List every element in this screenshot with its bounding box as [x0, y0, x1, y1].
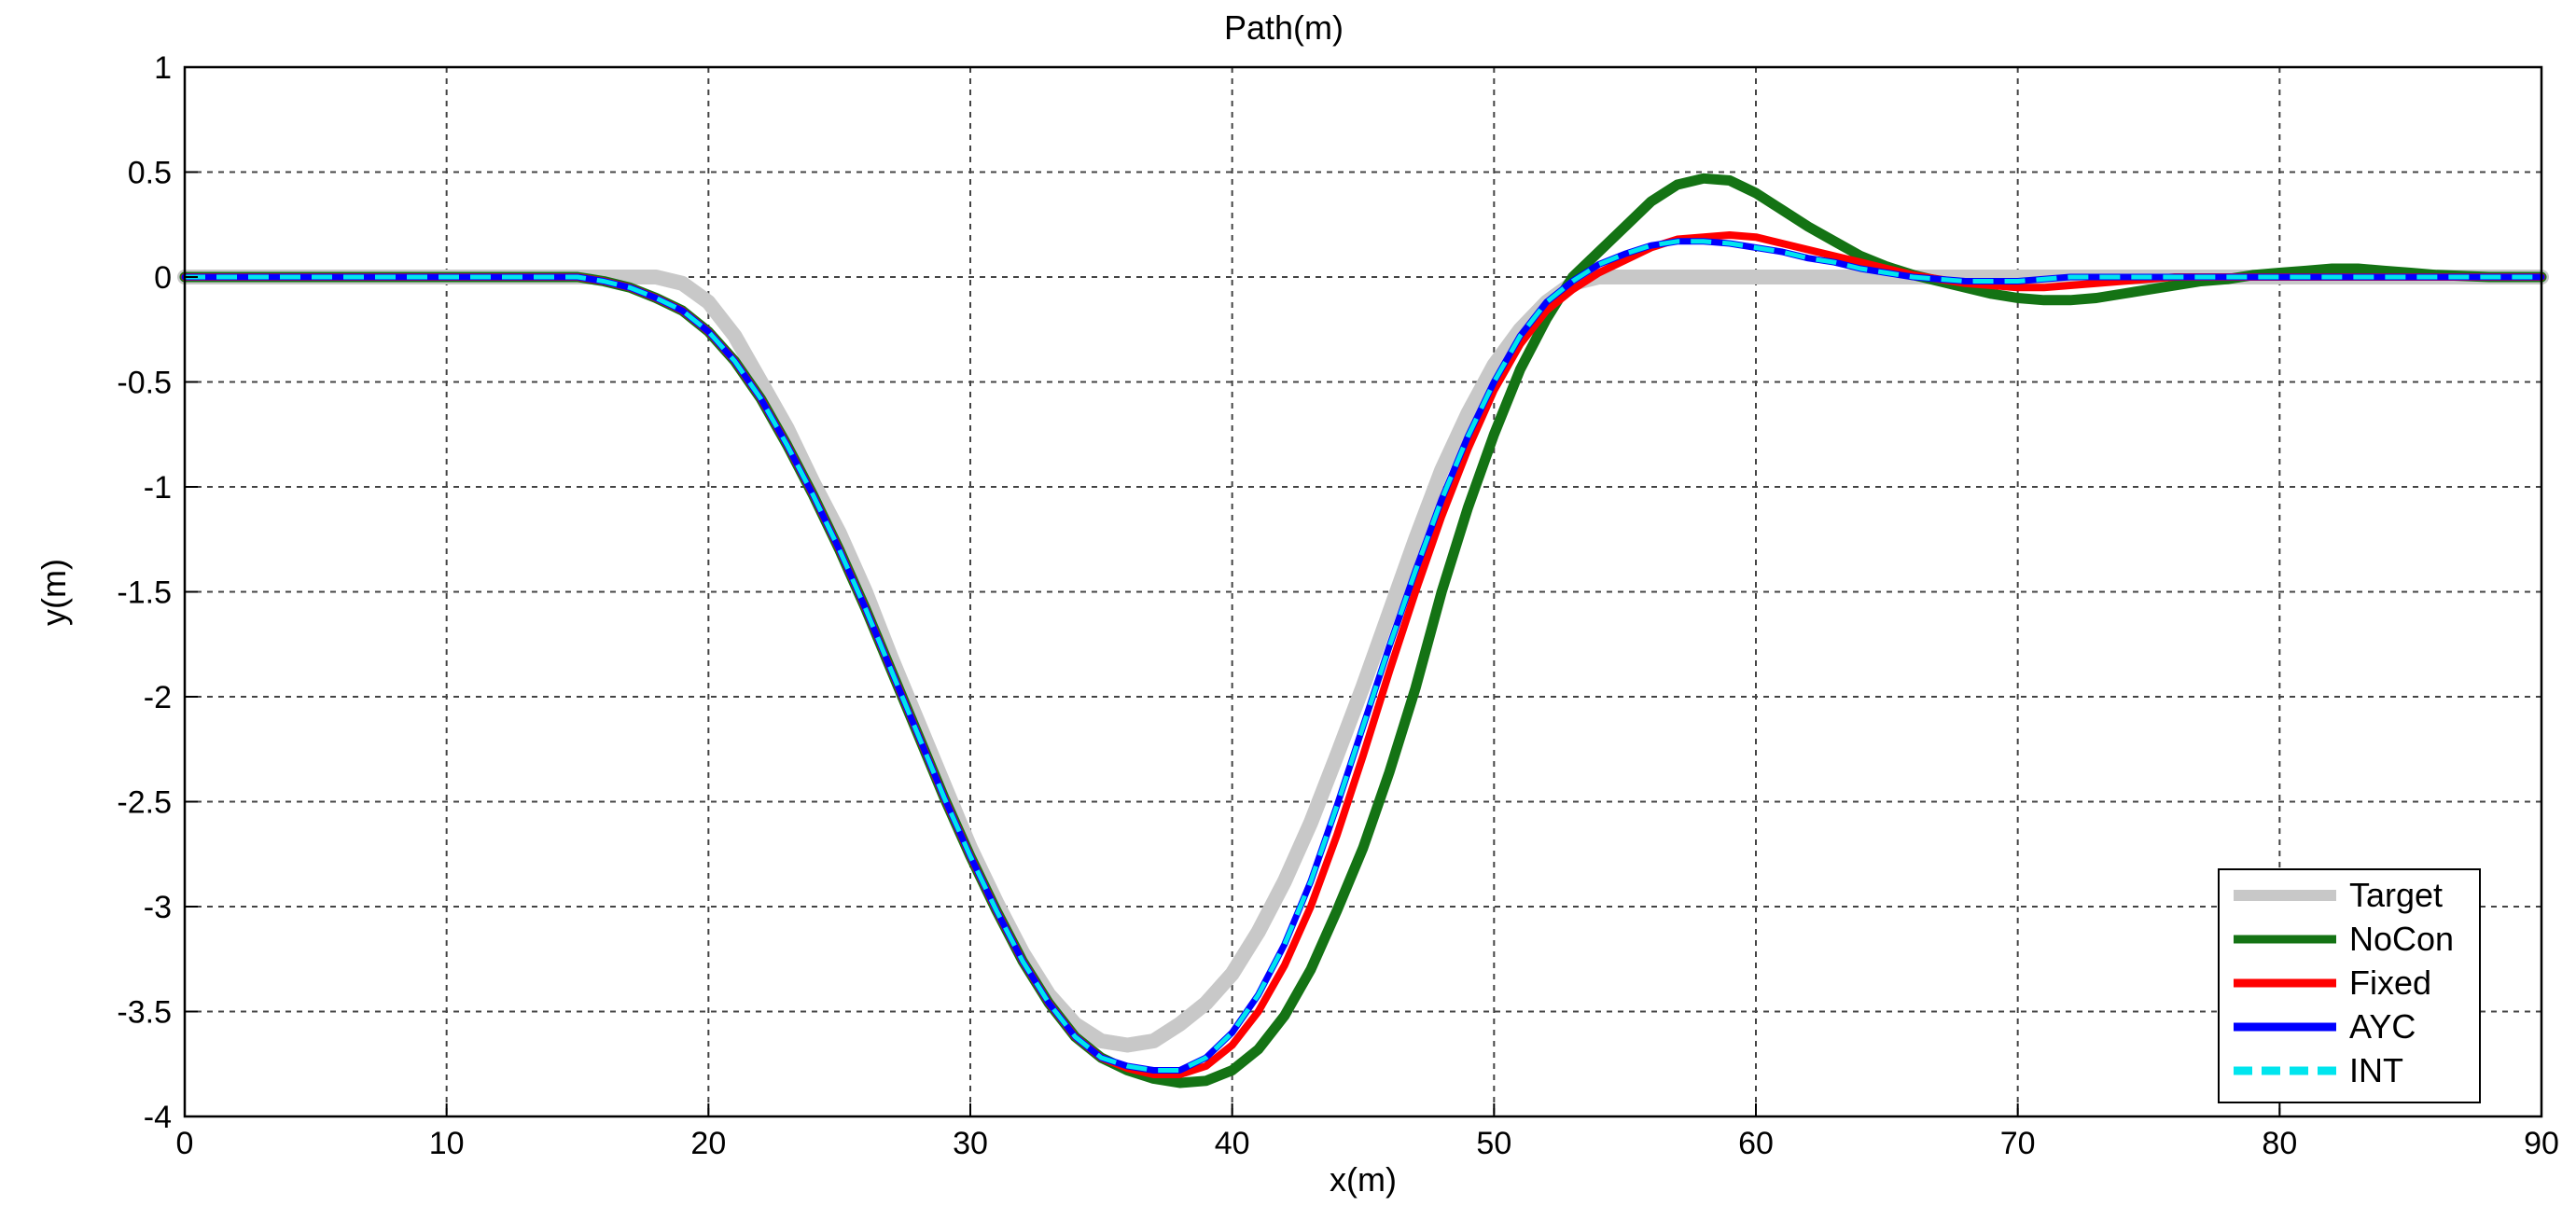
- series-line-target: [177, 270, 2549, 1053]
- x-tick-label: 20: [690, 1126, 726, 1161]
- x-tick-label: 60: [1738, 1126, 1774, 1161]
- x-tick-label: 90: [2524, 1126, 2559, 1161]
- x-tick-labels: 0 10 20 30 40 50 60 70 80 90: [176, 1103, 2559, 1161]
- y-tick-label: -2.5: [117, 785, 172, 821]
- y-tick-label: -0.5: [117, 366, 172, 401]
- y-tick-label: 0.5: [128, 156, 172, 191]
- y-tick-label: -2: [144, 680, 172, 715]
- series-lines: [177, 173, 2549, 1088]
- legend-label-fixed: Fixed: [2349, 964, 2431, 1002]
- x-tick-label: 10: [429, 1126, 465, 1161]
- x-tick-label: 70: [2000, 1126, 2036, 1161]
- y-tick-label: 0: [154, 260, 172, 296]
- y-tick-label: -4: [144, 1100, 172, 1135]
- y-tick-labels: 1 0.5 0 -0.5 -1 -1.5 -2 -2.5 -3 -3.5 -4: [117, 50, 198, 1135]
- y-axis-label: y(m): [35, 559, 73, 626]
- legend-label-nocon: NoCon: [2349, 920, 2454, 958]
- x-tick-label: 50: [1476, 1126, 1511, 1161]
- x-tick-label: 80: [2262, 1126, 2297, 1161]
- legend-label-target: Target: [2349, 876, 2443, 914]
- x-axis-label: x(m): [1330, 1160, 1397, 1199]
- x-tick-label: 40: [1215, 1126, 1250, 1161]
- y-tick-label: 1: [154, 50, 172, 86]
- series-line-int: [185, 239, 2541, 1073]
- y-tick-label: -3: [144, 890, 172, 925]
- x-tick-label: 0: [176, 1126, 194, 1161]
- legend-label-ayc: AYC: [2349, 1007, 2416, 1046]
- y-tick-label: -1: [144, 470, 172, 506]
- y-tick-label: -1.5: [117, 575, 172, 611]
- x-tick-label: 30: [953, 1126, 988, 1161]
- legend: Target NoCon Fixed AYC INT: [2218, 868, 2481, 1103]
- chart-title: Path(m): [1224, 8, 1344, 47]
- legend-label-int: INT: [2349, 1051, 2403, 1089]
- y-tick-label: -3.5: [117, 995, 172, 1031]
